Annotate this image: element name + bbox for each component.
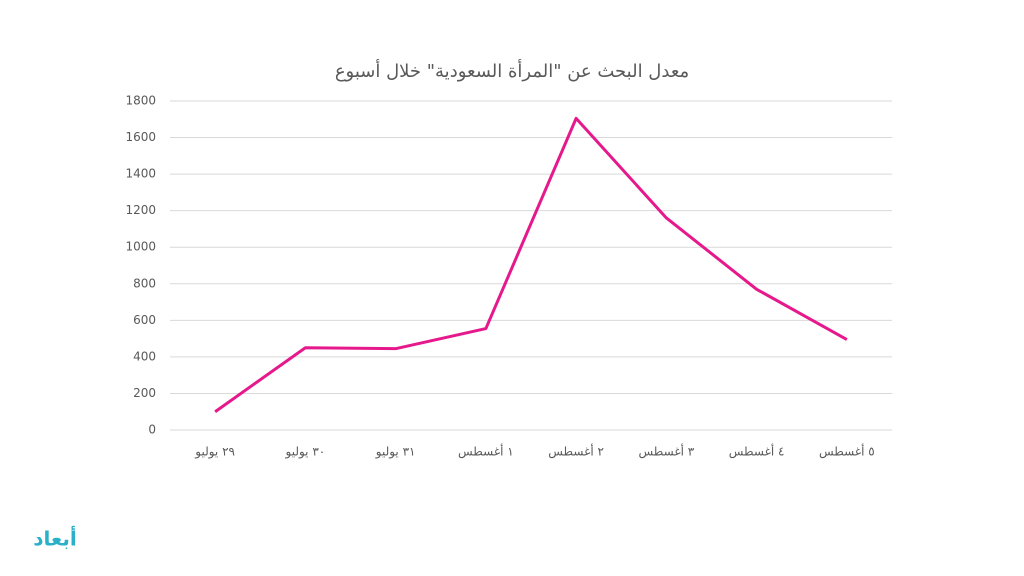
y-tick-label: 0	[148, 423, 156, 437]
y-tick-label: 1600	[125, 130, 156, 144]
logo: أبعاد	[33, 525, 76, 551]
y-tick-label: 1000	[125, 240, 156, 254]
y-tick-label: 200	[133, 386, 156, 400]
y-tick-label: 1800	[125, 94, 156, 108]
y-tick-label: 400	[133, 349, 156, 363]
x-tick-label: ٢ أغسطس	[548, 444, 604, 460]
x-tick-label: ٣٠ يوليو	[285, 445, 326, 460]
y-tick-label: 1400	[125, 167, 156, 181]
y-tick-label: 800	[133, 276, 156, 290]
chart-title: معدل البحث عن "المرأة السعودية" خلال أسب…	[335, 59, 689, 82]
y-tick-label: 600	[133, 313, 156, 327]
x-tick-label: ٢٩ يوليو	[194, 445, 235, 460]
data-line	[214, 116, 848, 413]
x-tick-label: ١ أغسطس	[458, 444, 514, 460]
x-tick-label: ٣١ يوليو	[375, 445, 416, 460]
x-tick-label: ٤ أغسطس	[729, 444, 785, 460]
y-tick-label: 1200	[125, 203, 156, 217]
x-tick-label: ٣ أغسطس	[639, 444, 695, 460]
x-tick-label: ٥ أغسطس	[819, 444, 875, 460]
